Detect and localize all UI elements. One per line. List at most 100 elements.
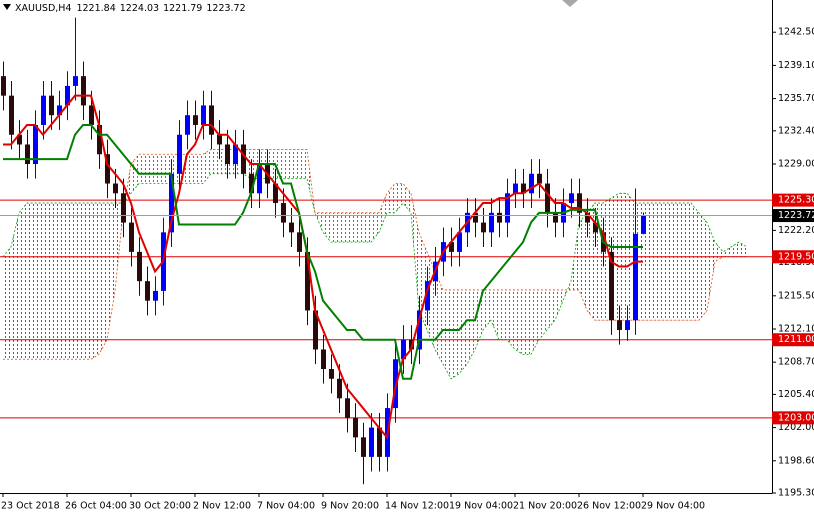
cloud-fill <box>523 289 531 355</box>
candle-body <box>593 222 598 233</box>
level-label: 1219.50 <box>778 251 814 262</box>
chart-header: XAUUSD,H4 1221.84 1224.03 1221.79 1223.72 <box>15 3 246 14</box>
cloud-fill <box>203 149 211 184</box>
candle-body <box>473 212 478 223</box>
cloud-fill <box>43 203 51 360</box>
cloud-fill <box>555 289 563 321</box>
x-tick-label: 26 Oct 04:00 <box>65 501 127 512</box>
candle-body <box>537 173 542 184</box>
y-tick-label: 1239.10 <box>778 60 814 71</box>
candle-body <box>457 232 462 252</box>
candle-body <box>521 183 526 194</box>
level-label: 1211.00 <box>778 334 814 345</box>
level-label: 1225.30 <box>778 195 814 206</box>
cloud-fill <box>299 149 307 179</box>
cloud-fill <box>187 154 195 184</box>
cloud-fill <box>491 289 499 340</box>
cloud-fill <box>699 212 707 321</box>
cloud-fill <box>283 149 291 179</box>
level-label-box <box>772 333 814 347</box>
cloud-fill <box>435 271 443 365</box>
cloud-fill <box>323 212 331 243</box>
cloud-fill <box>707 222 715 311</box>
cloud-fill <box>451 289 459 379</box>
y-tick-label: 1232.40 <box>778 125 814 136</box>
candle-body <box>217 134 222 145</box>
y-tick-label: 1202.00 <box>778 422 814 433</box>
cloud-fill <box>379 193 387 233</box>
candle-body <box>97 124 102 155</box>
current-price-box <box>772 209 814 223</box>
menu-triangle <box>3 4 11 10</box>
candle-body <box>305 251 310 311</box>
y-tick-label: 1198.60 <box>778 455 814 466</box>
x-tick-label: 29 Nov 04:00 <box>641 501 705 512</box>
cloud-fill <box>579 212 587 311</box>
cloud-fill <box>91 203 99 360</box>
candle-body <box>329 369 334 379</box>
cloud-fill <box>483 289 491 330</box>
cloud-fill <box>395 183 403 213</box>
candle-body <box>129 222 134 252</box>
candle-body <box>585 212 590 223</box>
cloud-fill <box>51 203 59 360</box>
level-label-box <box>772 193 814 207</box>
y-tick-label: 1215.50 <box>778 290 814 301</box>
candle-body <box>625 320 630 330</box>
candle-body <box>105 154 110 184</box>
candle-body <box>289 222 294 233</box>
candle-body <box>641 215 646 234</box>
cloud-fill <box>83 203 91 360</box>
y-tick-label: 1229.00 <box>778 159 814 170</box>
cloud-fill <box>131 154 139 194</box>
cloud-fill <box>731 242 739 257</box>
candle-body <box>177 134 182 174</box>
candle-body <box>17 134 22 145</box>
x-tick-label: 26 Nov 12:00 <box>577 501 641 512</box>
candle-body <box>361 437 366 457</box>
cloud-fill <box>371 212 379 243</box>
candle-body <box>73 76 78 86</box>
candle-body <box>249 173 254 194</box>
candle-body <box>153 290 158 301</box>
y-tick-label: 1222.20 <box>778 225 814 236</box>
candle-body <box>257 164 262 194</box>
candle-body <box>49 95 54 116</box>
cloud-fill <box>3 246 11 360</box>
x-tick-label: 21 Nov 20:00 <box>513 501 577 512</box>
candle-body <box>369 427 374 457</box>
y-tick-label: 1208.70 <box>778 357 814 368</box>
cloud-fill <box>651 203 659 321</box>
indicator-line <box>3 94 643 440</box>
x-tick-label: 30 Oct 20:00 <box>129 501 191 512</box>
cloud-fill <box>683 203 691 321</box>
candle-body <box>481 222 486 233</box>
y-tick-label: 1212.10 <box>778 323 814 334</box>
x-tick-label: 7 Nov 04:00 <box>257 501 315 512</box>
candle-body <box>121 193 126 223</box>
candle-body <box>169 173 174 233</box>
cloud-fill <box>27 203 35 360</box>
cloud-fill <box>475 289 483 350</box>
cloud-fill <box>139 154 147 184</box>
header-low: 1221.79 <box>163 3 202 14</box>
candle-body <box>193 115 198 125</box>
cloud-fill <box>467 289 475 365</box>
candle-body <box>529 173 534 194</box>
candle-body <box>201 105 206 125</box>
candle-body <box>513 183 518 194</box>
cloud-fill <box>355 212 363 243</box>
candle-body <box>401 339 406 360</box>
span-b-line <box>3 148 747 360</box>
candle-body <box>145 281 150 301</box>
candle-body <box>345 398 350 418</box>
candle-body <box>377 427 382 457</box>
candle-body <box>233 144 238 165</box>
candle-body <box>281 203 286 223</box>
cloud-fill <box>347 212 355 243</box>
cloud-fill <box>331 212 339 243</box>
candle-body <box>505 193 510 223</box>
cloud-fill <box>723 246 731 257</box>
cloud-fill <box>107 203 115 340</box>
cloud-fill <box>291 149 299 179</box>
